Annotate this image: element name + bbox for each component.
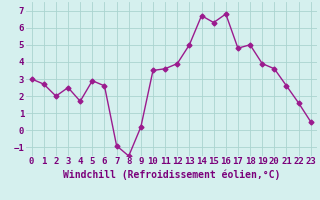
X-axis label: Windchill (Refroidissement éolien,°C): Windchill (Refroidissement éolien,°C): [62, 169, 280, 180]
